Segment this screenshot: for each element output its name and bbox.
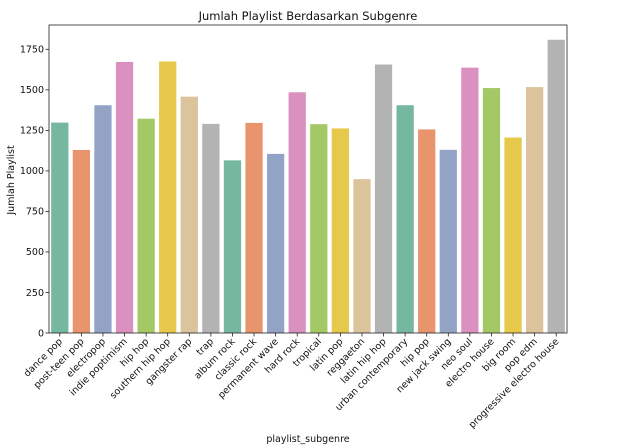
x-axis-title: playlist_subgenre: [266, 434, 349, 445]
bar: [439, 149, 457, 333]
bar: [223, 160, 242, 333]
y-tick-label: 0: [38, 328, 44, 339]
y-tick-label: 500: [26, 247, 44, 258]
y-tick-label: 1000: [20, 166, 44, 177]
bar: [461, 67, 479, 334]
bars-layer: [51, 39, 565, 334]
y-axis: 0 250 500 750 1000 1250 1500 1750: [20, 45, 49, 339]
y-axis-title: Jumlah Playlist: [6, 145, 17, 216]
y-tick-label: 750: [26, 207, 44, 218]
bar: [94, 105, 112, 334]
bar: [482, 88, 501, 333]
bar: [115, 61, 134, 334]
bar: [525, 87, 544, 333]
bar: [180, 96, 198, 333]
bar: [266, 153, 285, 333]
bar: [331, 128, 350, 333]
plot-frame: [48, 24, 568, 334]
bar: [310, 124, 328, 333]
chart-title: Jumlah Playlist Berdasarkan Subgenre: [198, 9, 418, 23]
bar: [547, 39, 565, 333]
bar: [353, 179, 371, 333]
bar: [396, 105, 414, 334]
y-tick-label: 1500: [20, 85, 44, 96]
bar: [159, 61, 177, 333]
y-tick-label: 250: [26, 288, 44, 299]
bar: [72, 149, 91, 333]
bar: [504, 137, 522, 333]
bar: [51, 122, 69, 333]
bar: [202, 123, 220, 333]
y-tick-label: 1250: [20, 126, 44, 137]
bar: [374, 64, 393, 333]
y-tick-label: 1750: [20, 45, 44, 56]
bar: [418, 129, 436, 333]
bar: [288, 92, 306, 333]
bar: [137, 118, 155, 333]
bar: [245, 122, 263, 333]
